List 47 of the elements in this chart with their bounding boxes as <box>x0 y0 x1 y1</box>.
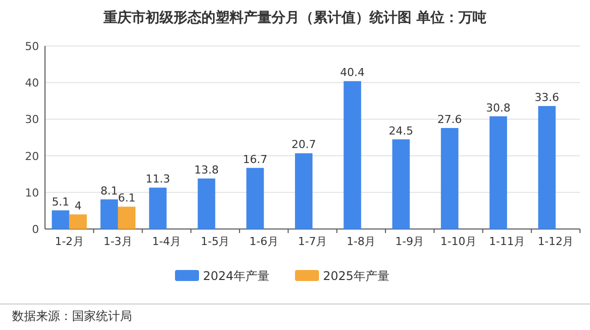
x-tick-label: 1-5月 <box>200 235 230 248</box>
y-tick-label: 0 <box>32 223 39 236</box>
bar <box>149 188 167 229</box>
bar <box>118 206 136 229</box>
x-tick-label: 1-8月 <box>346 235 376 248</box>
bar <box>294 153 312 229</box>
x-tick-label: 1-7月 <box>298 235 327 248</box>
y-tick-label: 50 <box>25 40 39 53</box>
bar <box>198 178 216 229</box>
data-label: 40.4 <box>340 66 365 80</box>
data-label: 20.7 <box>291 138 316 152</box>
bar <box>538 106 556 229</box>
x-tick-label: 1-10月 <box>440 235 476 248</box>
data-label: 11.3 <box>146 172 170 186</box>
title: 重庆市初级形态的塑料产量分月（累计值）统计图 单位：万吨 <box>104 10 486 26</box>
data-label: 16.7 <box>242 152 268 166</box>
data-label: 5.1 <box>52 195 70 208</box>
x-tick-label: 1-2月 <box>54 235 84 248</box>
y-tick-label: 30 <box>25 113 39 126</box>
y-tick-label: 20 <box>25 150 39 163</box>
bar <box>490 116 508 229</box>
data-label: 33.6 <box>534 91 560 104</box>
data-label: 6.1 <box>118 192 136 205</box>
bar <box>52 210 70 229</box>
bar <box>246 168 264 229</box>
bar <box>392 139 410 229</box>
source-note: 数据来源：国家统计局 <box>12 309 132 323</box>
bar <box>100 199 118 229</box>
bar <box>69 214 87 229</box>
bar <box>440 128 458 229</box>
x-tick-label: 1-9月 <box>395 235 424 248</box>
x-tick-label: 1-4月 <box>152 235 182 248</box>
x-tick-label: 1-12月 <box>538 235 574 248</box>
legend-label: 2024年产量 <box>203 269 270 283</box>
bar <box>344 81 362 229</box>
x-tick-label: 1-6月 <box>249 235 278 248</box>
x-tick-label: 1-3月 <box>103 235 132 248</box>
legend-label: 2025年产量 <box>323 269 390 283</box>
data-label: 24.5 <box>388 124 414 138</box>
data-label: 8.1 <box>100 184 118 198</box>
data-label: 27.6 <box>437 112 462 126</box>
y-tick-label: 10 <box>25 186 39 200</box>
data-label: 13.8 <box>194 163 219 176</box>
data-label: 30.8 <box>486 101 511 114</box>
y-tick-label: 40 <box>25 76 39 90</box>
x-tick-label: 1-11月 <box>489 235 526 248</box>
data-label: 4 <box>74 199 82 212</box>
